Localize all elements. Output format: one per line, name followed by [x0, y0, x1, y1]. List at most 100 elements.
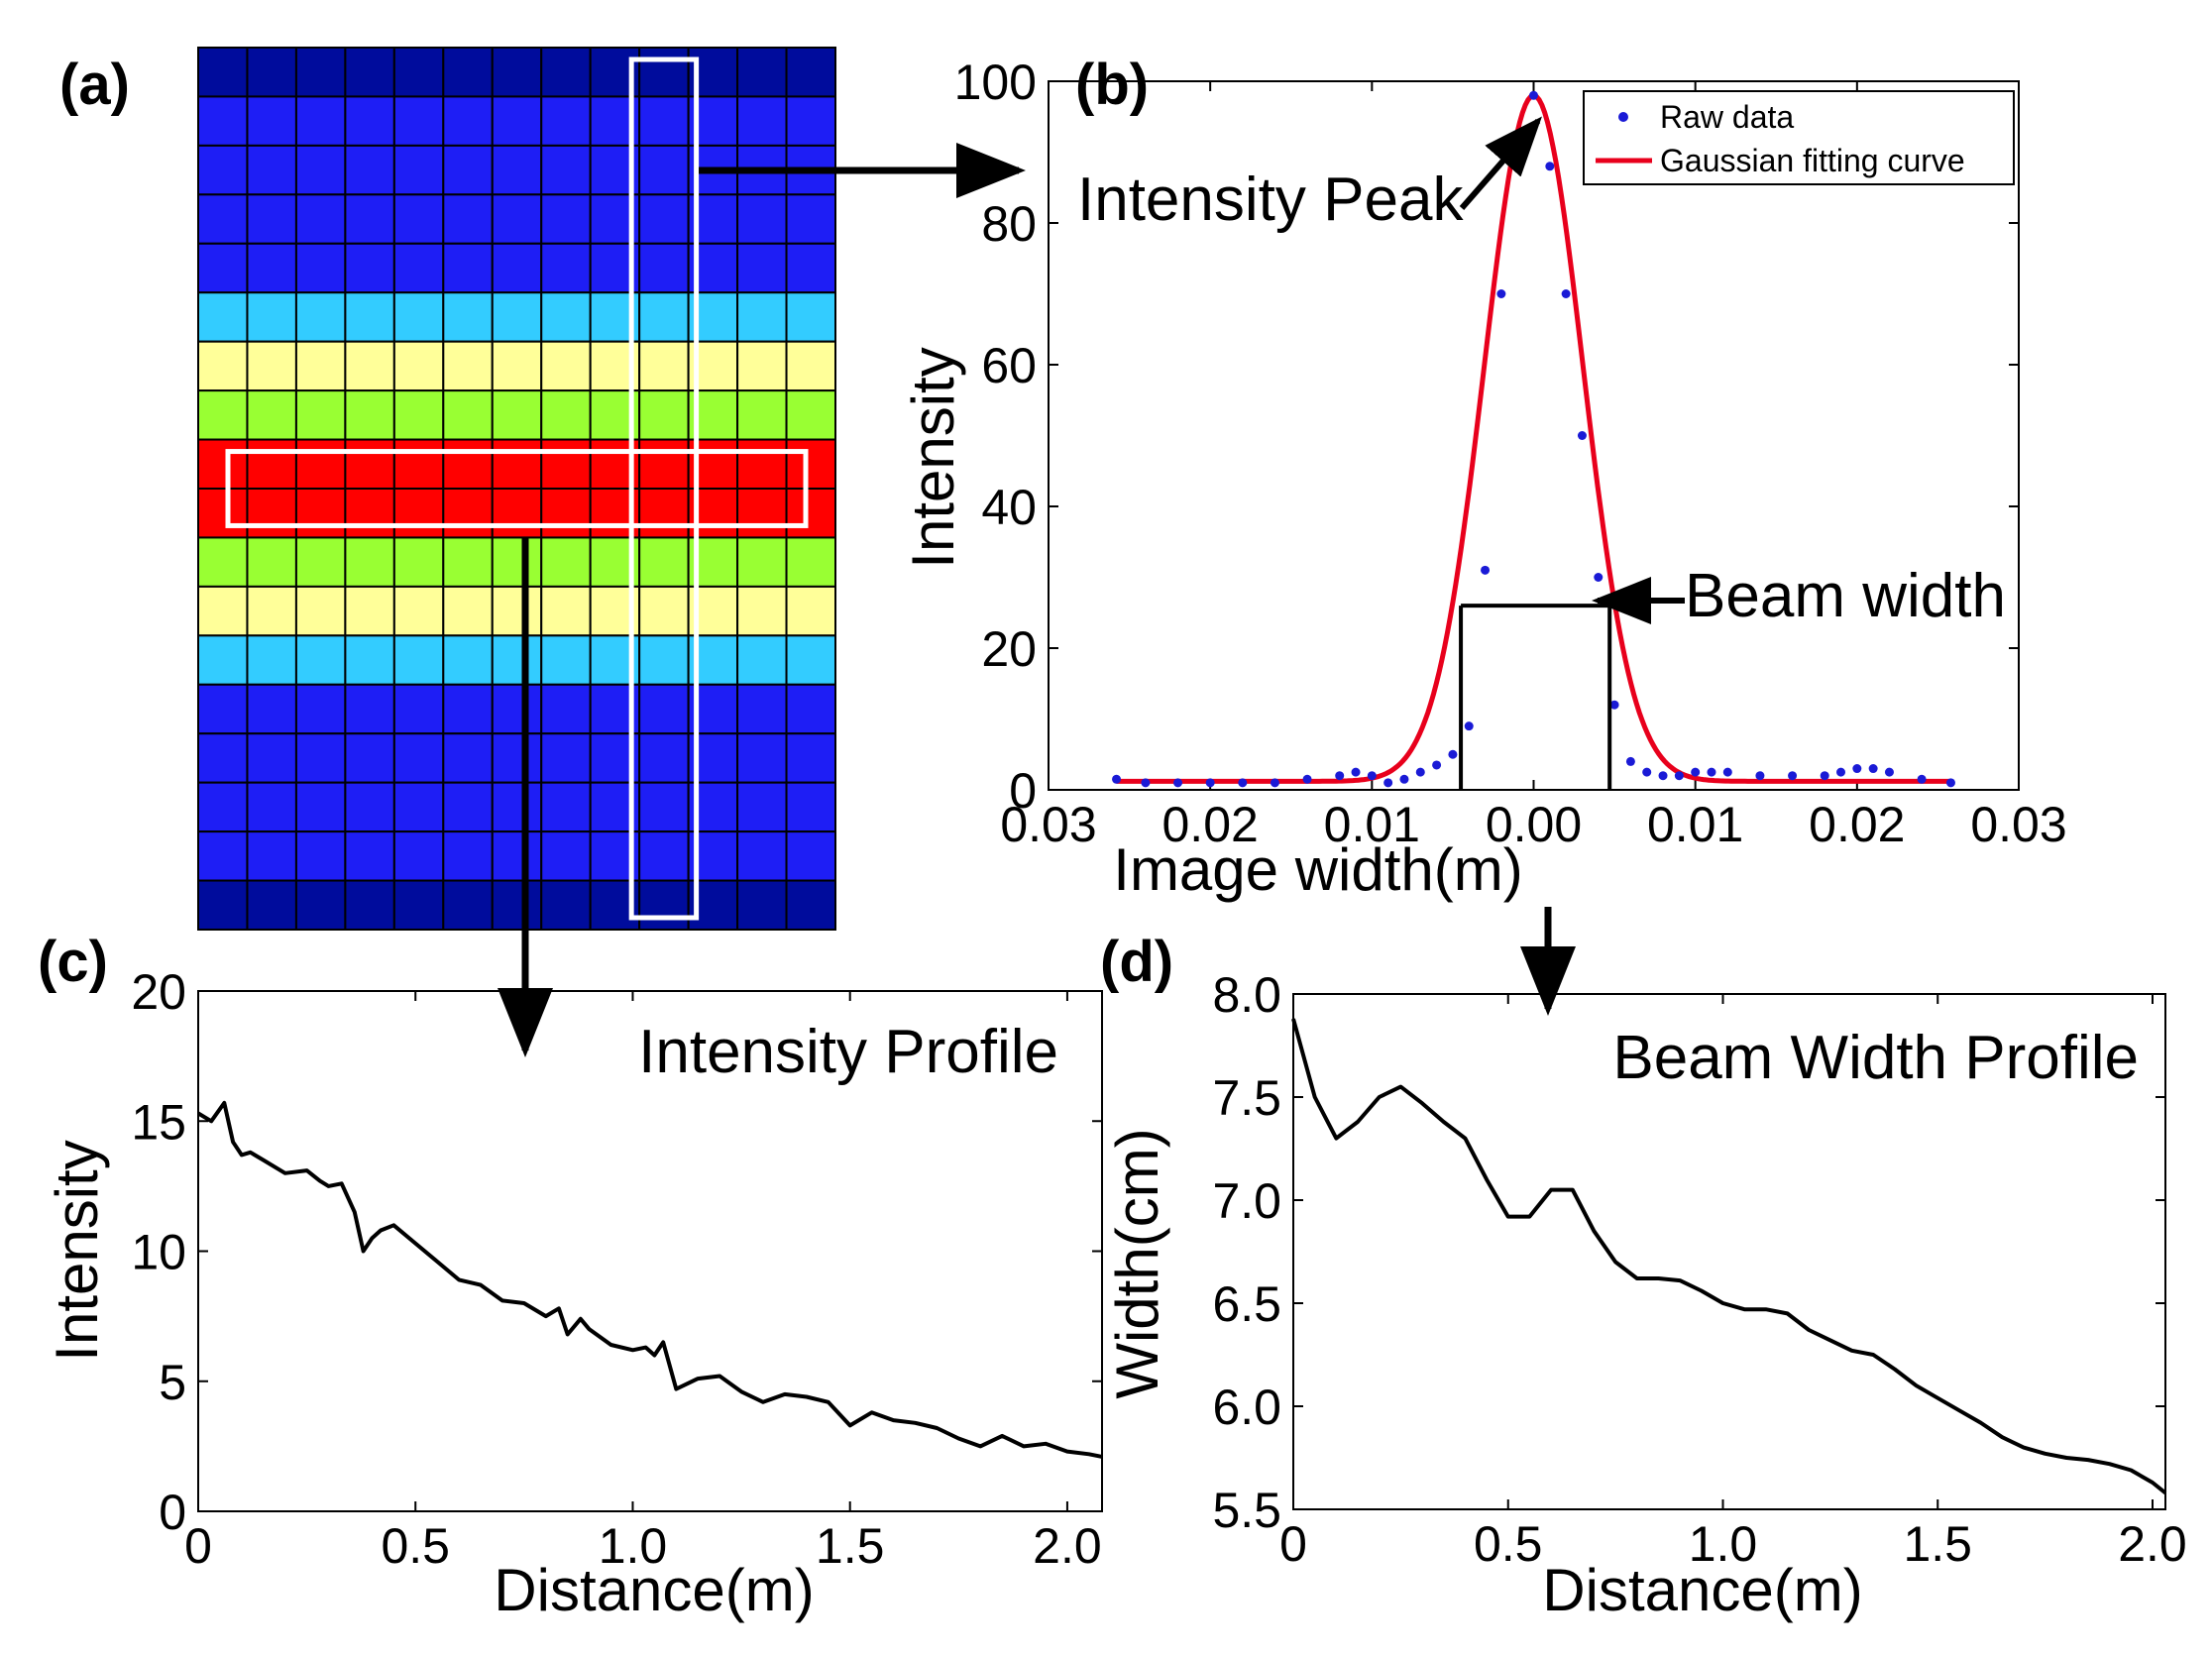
heatmap-cell [294, 879, 347, 931]
heatmap-cell [442, 732, 494, 784]
heatmap-cell [540, 634, 592, 686]
heatmap-cell [344, 634, 395, 686]
heatmap-cell [246, 389, 297, 441]
heatmap-cell [785, 830, 836, 882]
heatmap-cell [442, 536, 494, 588]
heatmap-cell [442, 438, 494, 490]
heatmap-cell [540, 438, 592, 490]
x-tick-label: 0.01 [1647, 797, 1743, 852]
y-tick-label: 6.5 [1212, 1276, 1281, 1332]
heatmap-cell [638, 488, 690, 539]
y-tick-label: 20 [981, 621, 1037, 677]
heatmap-cell [197, 830, 249, 882]
heatmap-cell [294, 95, 347, 147]
panel-d-plot-area: 0 0.5 1.0 1.5 2.0 5.5 6.0 6.5 7.0 7.5 8.0 [1212, 967, 2186, 1572]
heatmap-cell [246, 536, 297, 588]
x-tick-label: 0.02 [1809, 797, 1905, 852]
selected-row-highlight [225, 449, 809, 528]
heatmap-cell [638, 732, 690, 784]
heatmap-cell [197, 144, 249, 196]
heatmap-cell [785, 193, 836, 245]
heatmap-cell [294, 389, 347, 441]
heatmap-cell [736, 389, 788, 441]
heatmap-cell [197, 585, 249, 637]
raw-data-point [1399, 774, 1409, 784]
y-tick-label: 8.0 [1212, 967, 1281, 1023]
raw-data-point [1674, 771, 1684, 781]
heatmap-cell [294, 781, 347, 833]
heatmap-cell [638, 47, 690, 98]
raw-data-point [1351, 767, 1361, 777]
heatmap-cell [638, 144, 690, 196]
x-tick-label: 0.02 [1162, 797, 1259, 852]
heatmap-cell [392, 879, 445, 931]
y-tick-label: 7.5 [1212, 1070, 1281, 1126]
heatmap-cell [392, 683, 445, 735]
heatmap-cell [491, 291, 543, 343]
panel-a-label: (a) [59, 53, 130, 117]
heatmap-cell [197, 389, 249, 441]
heatmap-cell [442, 488, 494, 539]
heatmap-cell [785, 438, 836, 490]
raw-data-point [1529, 90, 1538, 100]
heatmap-cell [392, 536, 445, 588]
heatmap-cell [392, 47, 445, 98]
panel-d-xlabel: Distance(m) [1542, 1557, 1862, 1623]
heatmap-cell [638, 291, 690, 343]
heatmap-cell [392, 830, 445, 882]
heatmap-cell [785, 389, 836, 441]
heatmap-cell [197, 781, 249, 833]
heatmap-cell [785, 340, 836, 392]
heatmap-cell [491, 683, 543, 735]
panel-c-xlabel: Distance(m) [494, 1557, 814, 1623]
heatmap-cell [392, 144, 445, 196]
panel-b-label: (b) [1075, 53, 1149, 117]
raw-data-point [1642, 767, 1652, 777]
heatmap-cell [197, 95, 249, 147]
intensity-peak-annotation: Intensity Peak [1077, 166, 1464, 234]
legend-box [1583, 90, 2015, 185]
heatmap-cell [736, 340, 788, 392]
heatmap-cell [638, 95, 690, 147]
heatmap-cell [491, 438, 543, 490]
heatmap-cell [785, 536, 836, 588]
heatmap-cell [344, 830, 395, 882]
raw-data-point [1512, 162, 1522, 171]
heatmap-cell [736, 683, 788, 735]
heatmap-cell [294, 242, 347, 294]
heatmap-cell [736, 242, 788, 294]
panel-d-label: (d) [1100, 930, 1173, 994]
heatmap-cell [344, 389, 395, 441]
heatmap-cell [540, 340, 592, 392]
heatmap-cell [491, 144, 543, 196]
heatmap-cell [736, 732, 788, 784]
panel-a-heatmap: (a) [59, 47, 836, 931]
heatmap-cell [246, 830, 297, 882]
heatmap-cell [344, 585, 395, 637]
heatmap-cell [491, 340, 543, 392]
y-tick-label: 100 [954, 55, 1037, 110]
heatmap-cell [197, 291, 249, 343]
heatmap-cell [736, 47, 788, 98]
heatmap-cell [392, 389, 445, 441]
heatmap-cell [294, 585, 347, 637]
y-tick-label: 10 [131, 1225, 186, 1280]
heatmap-cell [246, 340, 297, 392]
raw-data-point [1836, 767, 1846, 777]
heatmap-cell [736, 879, 788, 931]
heatmap-cell [246, 488, 297, 539]
heatmap-cell [197, 879, 249, 931]
heatmap-cell [736, 438, 788, 490]
heatmap-cell [442, 193, 494, 245]
heatmap-cell [442, 242, 494, 294]
heatmap-cell [294, 488, 347, 539]
heatmap-cell [540, 683, 592, 735]
raw-data-point [1707, 767, 1716, 777]
x-tick-label: 0 [184, 1518, 212, 1574]
y-tick-label: 80 [981, 196, 1037, 252]
heatmap-cell [246, 683, 297, 735]
x-tick-label: 1.5 [1903, 1516, 1972, 1572]
heatmap-cell [392, 438, 445, 490]
panel-c-title: Intensity Profile [638, 1018, 1058, 1086]
y-tick-label: 5.5 [1212, 1483, 1281, 1538]
